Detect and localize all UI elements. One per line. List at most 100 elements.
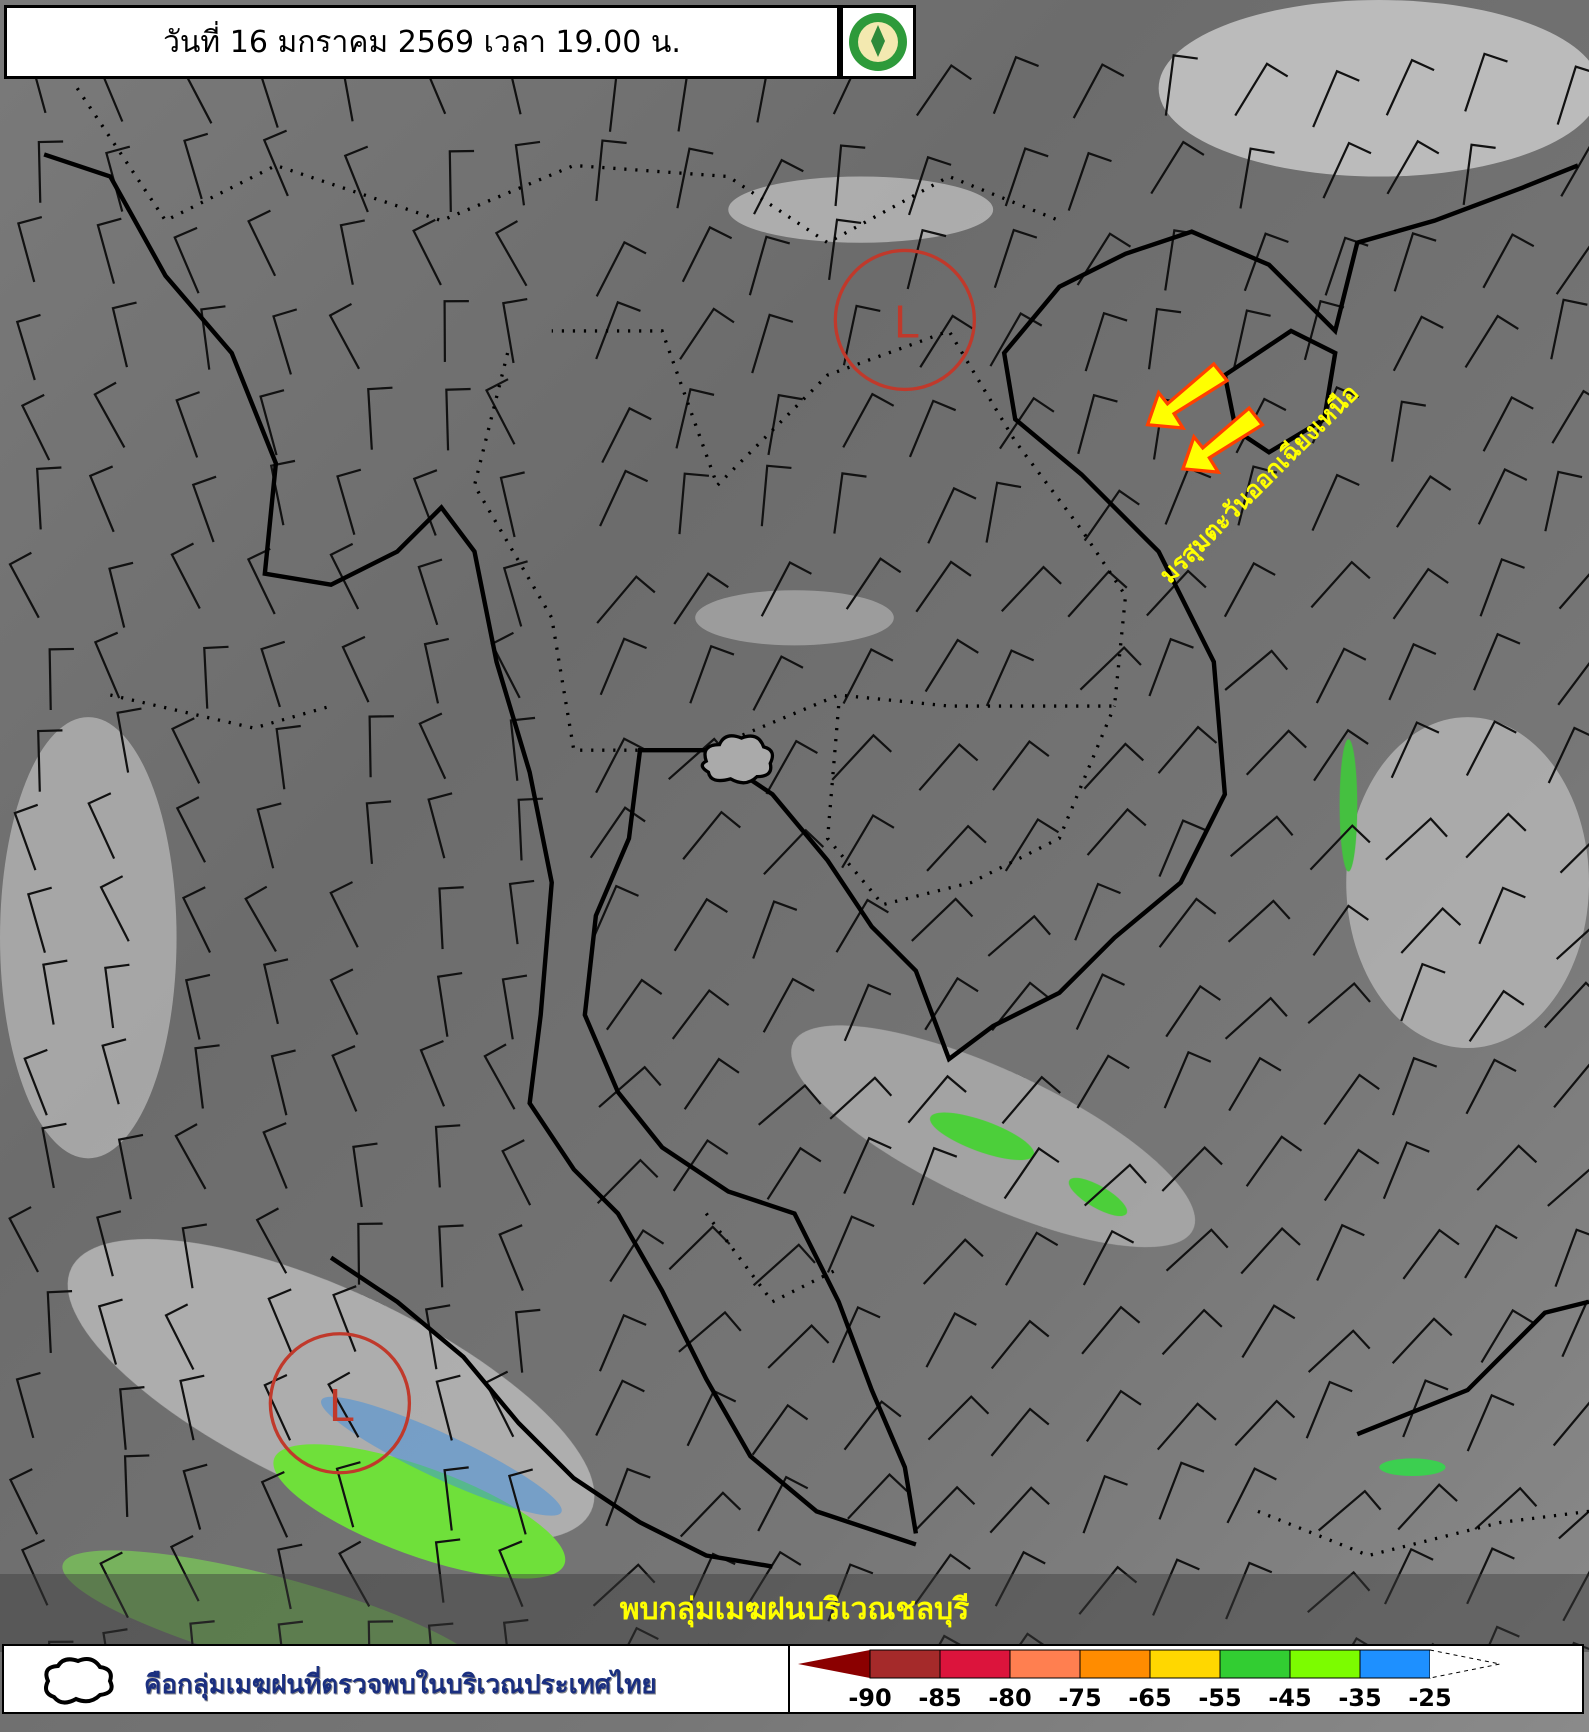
wind-barb bbox=[169, 1534, 200, 1602]
wind-barb bbox=[329, 542, 360, 610]
wind-barb bbox=[671, 988, 730, 1040]
wind-barb bbox=[1390, 721, 1440, 779]
wind-barb bbox=[1161, 1145, 1223, 1192]
monsoon-arrows bbox=[1145, 361, 1265, 475]
wind-barb bbox=[1464, 1224, 1518, 1279]
wind-barb bbox=[270, 1049, 296, 1116]
wind-barb bbox=[262, 1122, 288, 1189]
wind-barb bbox=[1004, 1231, 1059, 1286]
wind-barb bbox=[595, 240, 647, 297]
wind-barb bbox=[41, 1122, 67, 1189]
wind-barb bbox=[1234, 1399, 1296, 1447]
wind-barb bbox=[1482, 395, 1534, 452]
wind-barb bbox=[263, 958, 289, 1025]
caption: พบกลุ่มเมฆฝนบริเวณชลบุรี bbox=[619, 1592, 970, 1627]
wind-barb bbox=[1400, 906, 1462, 954]
wind-barb bbox=[1322, 141, 1372, 199]
wind-barb bbox=[170, 542, 201, 610]
wind-barb bbox=[498, 1540, 524, 1608]
wind-barb bbox=[1466, 1547, 1515, 1605]
scale-tick-label: -25 bbox=[1408, 1684, 1452, 1712]
wind-barb bbox=[907, 155, 952, 216]
wind-barb bbox=[762, 977, 815, 1033]
wind-barb bbox=[1465, 1058, 1517, 1115]
wind-barb bbox=[1313, 728, 1369, 782]
wind-barb bbox=[445, 387, 471, 451]
wind-barb bbox=[37, 729, 63, 792]
wind-barb bbox=[918, 742, 979, 791]
wind-barb bbox=[175, 391, 200, 458]
wind-barb bbox=[1076, 232, 1132, 286]
wind-barb bbox=[1462, 143, 1496, 206]
wind-barb bbox=[502, 560, 528, 627]
scale-tick-label: -45 bbox=[1268, 1684, 1312, 1712]
wind-barb bbox=[1478, 886, 1526, 945]
wind-barb bbox=[681, 225, 733, 283]
wind-barb bbox=[1243, 232, 1289, 292]
wind-barb bbox=[1550, 298, 1588, 360]
wind-barb bbox=[1547, 726, 1589, 784]
wind-barb bbox=[1245, 729, 1307, 776]
arrow-icon bbox=[1145, 361, 1230, 430]
scale-tick-label: -80 bbox=[988, 1684, 1032, 1712]
wind-barb bbox=[911, 897, 974, 942]
wind-barb bbox=[1555, 245, 1589, 295]
wind-barb bbox=[1392, 567, 1449, 620]
wind-barb bbox=[329, 968, 359, 1036]
wind-barb bbox=[1554, 1228, 1589, 1288]
wind-barb bbox=[418, 712, 447, 780]
wind-barb bbox=[15, 313, 41, 381]
wind-barb bbox=[35, 466, 62, 530]
wind-barb bbox=[365, 800, 392, 864]
scale-arrow-min bbox=[798, 1650, 870, 1678]
wind-barb bbox=[1307, 982, 1371, 1025]
wind-barb bbox=[174, 1123, 207, 1190]
scale-tick-label: -55 bbox=[1198, 1684, 1242, 1712]
wind-barb bbox=[842, 648, 894, 704]
scale-tick-label: -35 bbox=[1338, 1684, 1382, 1712]
wind-barb bbox=[434, 1124, 461, 1188]
low-pressure-north: L bbox=[833, 248, 977, 392]
wind-barb bbox=[1466, 1393, 1515, 1452]
scale-tick-label: -85 bbox=[918, 1684, 962, 1712]
wind-barb bbox=[672, 1138, 729, 1192]
wind-barb bbox=[20, 1539, 49, 1606]
scale-tick-label: -65 bbox=[1128, 1684, 1172, 1712]
wind-barb bbox=[1397, 1483, 1458, 1531]
wind-barb bbox=[255, 1207, 288, 1274]
wind-barb bbox=[341, 635, 370, 703]
wind-barb bbox=[924, 638, 979, 693]
wind-barb bbox=[412, 218, 442, 286]
wind-barb bbox=[1003, 1146, 1060, 1200]
wind-barb bbox=[262, 129, 289, 197]
wind-barb bbox=[590, 884, 639, 943]
wind-barb bbox=[1158, 897, 1217, 948]
wind-barb bbox=[1477, 468, 1528, 525]
wind-barb bbox=[1476, 1144, 1538, 1191]
wind-barb bbox=[831, 1305, 881, 1364]
wind-barb bbox=[1082, 1229, 1135, 1286]
color-scale-bar bbox=[798, 1649, 1501, 1679]
wind-barb bbox=[434, 1538, 461, 1603]
wind-barb bbox=[247, 209, 277, 277]
scale-color-cell bbox=[1009, 1649, 1081, 1679]
wind-barb bbox=[1323, 1073, 1380, 1126]
wind-barb bbox=[1083, 489, 1140, 542]
wind-barb bbox=[1557, 662, 1589, 706]
wind-barb bbox=[1400, 962, 1446, 1022]
wind-barb bbox=[1385, 817, 1448, 861]
wind-barb bbox=[1310, 560, 1371, 609]
wind-barb bbox=[1384, 1547, 1434, 1605]
wind-barb bbox=[1480, 1308, 1535, 1364]
wind-barb bbox=[367, 386, 393, 450]
wind-barb bbox=[435, 1374, 461, 1441]
cloud-legend-text: คือกลุ่มเมฆฝนที่ตรวจพบในบริเวณประเทศไทย bbox=[144, 1670, 657, 1700]
wind-barb bbox=[987, 914, 1051, 957]
wind-barb bbox=[598, 1065, 662, 1108]
wind-barb bbox=[595, 139, 627, 202]
wind-barb bbox=[1382, 1141, 1430, 1200]
wind-barb bbox=[1479, 557, 1525, 617]
wind-barb bbox=[1148, 637, 1194, 697]
